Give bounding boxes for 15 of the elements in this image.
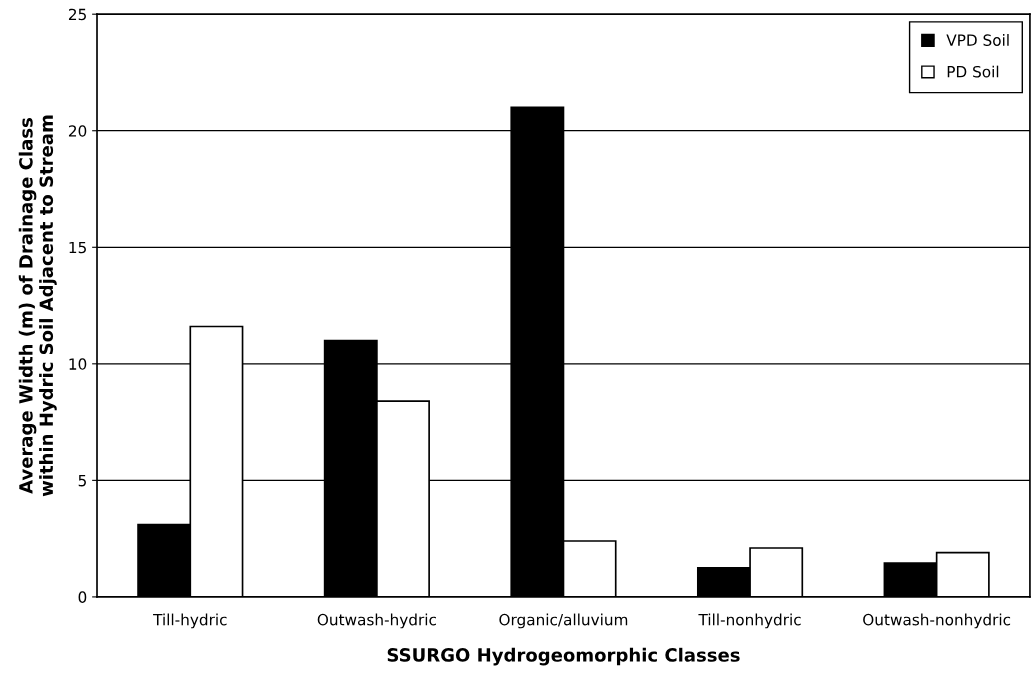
legend-label: VPD Soil — [946, 34, 1009, 46]
x-tick-label: Outwash-hydric — [317, 613, 436, 629]
x-axis-title: SSURGO Hydrogeomorphic Classes — [387, 647, 740, 666]
y-tick-label: 25 — [68, 8, 86, 21]
x-tick-label: Organic/alluvium — [499, 613, 628, 629]
x-tick-label: Outwash-nonhydric — [863, 613, 1011, 629]
y-tick-label: 20 — [68, 125, 87, 137]
y-tick-label: 0 — [78, 591, 87, 603]
y-tick-label: 15 — [69, 241, 86, 254]
x-tick-label: Till-hydric — [153, 613, 227, 629]
y-tick-label: 5 — [78, 475, 86, 487]
x-tick-label: Till-nonhydric — [698, 613, 801, 629]
y-tick-label: 10 — [69, 358, 87, 370]
y-axis-title: Average Width (m) of Drainage Class within Hydric Soil Adjacent to Stream — [18, 115, 57, 497]
legend-label: PD Soil — [947, 65, 999, 78]
